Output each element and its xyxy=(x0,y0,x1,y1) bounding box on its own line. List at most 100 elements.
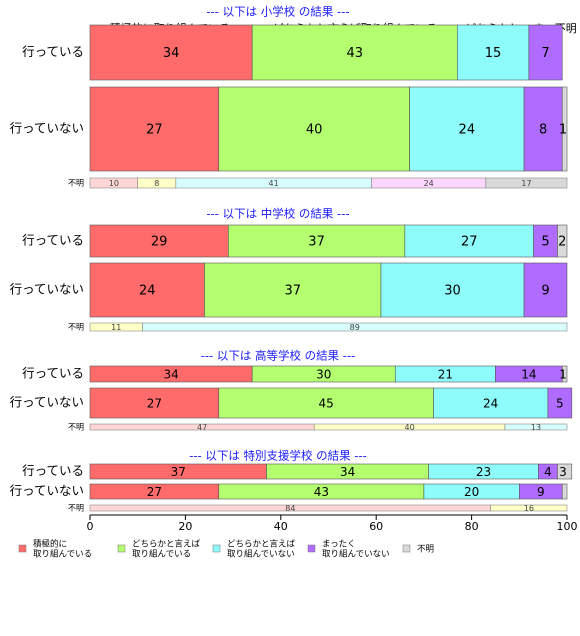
panel-title: --- 以下は 中学校 の結果 --- xyxy=(206,207,349,221)
data-label: 5 xyxy=(556,397,564,411)
data-label: 3 xyxy=(559,465,567,479)
panel-title: --- 以下は 高等学校 の結果 --- xyxy=(201,349,356,363)
unknown-row-label: 不明 xyxy=(68,423,84,432)
bar-segment xyxy=(523,86,563,172)
bar-segment xyxy=(561,365,568,383)
unknown-bar-segment xyxy=(490,504,568,512)
data-label: 34 xyxy=(163,368,178,382)
unknown-data-label: 41 xyxy=(269,179,279,188)
unknown-data-label: 16 xyxy=(524,504,534,513)
unknown-bar-segment xyxy=(504,423,568,431)
unknown-row-label: 不明 xyxy=(68,323,84,332)
data-label: 1 xyxy=(559,123,567,138)
unknown-bar-segment xyxy=(142,322,568,332)
bar-segment xyxy=(89,387,220,419)
row-label: 行っていない xyxy=(10,121,84,136)
bar-segment xyxy=(528,24,563,81)
data-label: 43 xyxy=(346,46,363,61)
legend-label: 取り組んでいない xyxy=(322,549,390,560)
bar-segment xyxy=(409,86,525,172)
data-label: 37 xyxy=(171,465,186,479)
unknown-data-label: 13 xyxy=(531,423,541,432)
unknown-data-label: 40 xyxy=(404,423,414,432)
bar-segment xyxy=(433,387,549,419)
legend-label: 取り組んでいる xyxy=(132,549,191,560)
unknown-bar-segment xyxy=(485,177,568,189)
legend-label: 取り組んでいない xyxy=(227,549,295,560)
data-label: 24 xyxy=(459,123,476,138)
bar-segment xyxy=(218,86,410,172)
row-label: 行っている xyxy=(22,366,84,381)
x-tick-label: 80 xyxy=(465,520,479,533)
data-label: 20 xyxy=(464,485,479,499)
row-label: 行っていない xyxy=(10,483,84,498)
bar-segment xyxy=(251,24,458,81)
bar-segment xyxy=(523,262,568,318)
x-tick-label: 40 xyxy=(274,520,288,533)
row-label: 行っていない xyxy=(10,282,84,297)
data-label: 14 xyxy=(521,368,536,382)
data-label: 29 xyxy=(151,235,168,250)
bar-segment xyxy=(204,262,382,318)
data-label: 27 xyxy=(147,485,162,499)
x-tick-label: 100 xyxy=(557,520,578,533)
panel-title: --- 以下は 特別支援学校 の結果 --- xyxy=(189,449,367,463)
data-label: 40 xyxy=(306,123,323,138)
data-label: 34 xyxy=(163,46,180,61)
data-label: 27 xyxy=(461,235,478,250)
data-label: 7 xyxy=(541,46,549,61)
unknown-data-label: 17 xyxy=(521,179,531,188)
unknown-data-label: 11 xyxy=(111,323,121,332)
bar-segment xyxy=(228,224,406,258)
legend-label: どちらかと言えば xyxy=(227,539,296,550)
data-label: 4 xyxy=(544,465,552,479)
legend-label: どちらかと言えば xyxy=(132,539,201,550)
data-label: 15 xyxy=(485,46,502,61)
data-label: 37 xyxy=(284,284,301,299)
data-label: 9 xyxy=(537,485,545,499)
row-label: 行っている xyxy=(22,463,84,478)
bar-segment xyxy=(89,224,229,258)
x-tick-label: 20 xyxy=(178,520,192,533)
bar-segment xyxy=(561,86,568,172)
bar-segment xyxy=(456,24,530,81)
bar-segment xyxy=(380,262,525,318)
legend-swatch xyxy=(402,544,411,553)
data-label: 27 xyxy=(146,123,163,138)
data-label: 34 xyxy=(340,465,355,479)
bar-segment xyxy=(404,224,534,258)
panel-title: --- 以下は 小学校 の結果 --- xyxy=(206,5,349,19)
data-label: 27 xyxy=(147,397,162,411)
legend-label: まったく xyxy=(322,540,356,550)
data-label: 45 xyxy=(318,397,333,411)
bar-segment xyxy=(89,86,220,172)
x-tick-label: 60 xyxy=(369,520,383,533)
unknown-data-label: 84 xyxy=(285,504,295,513)
legend-swatch xyxy=(117,544,126,553)
unknown-data-label: 10 xyxy=(109,179,119,188)
legend-label: 積極的に xyxy=(33,539,67,550)
row-label: 行っている xyxy=(22,233,84,248)
data-label: 1 xyxy=(559,368,567,382)
data-label: 21 xyxy=(438,368,453,382)
bar-segment xyxy=(547,387,573,419)
data-label: 43 xyxy=(314,485,329,499)
x-tick-label: 0 xyxy=(87,520,94,533)
data-label: 5 xyxy=(541,235,549,250)
data-label: 30 xyxy=(444,284,461,299)
row-label: 行っていない xyxy=(10,395,84,410)
bar-segment xyxy=(557,463,573,480)
data-label: 24 xyxy=(139,284,156,299)
bar-segment xyxy=(89,262,205,318)
legend-label: 不明 xyxy=(417,545,434,555)
data-label: 8 xyxy=(539,123,547,138)
legend-label: 取り組んでいる xyxy=(33,549,92,560)
row-label: 行っている xyxy=(22,44,84,59)
bar-segment xyxy=(218,387,434,419)
unknown-row-label: 不明 xyxy=(68,504,84,513)
data-label: 23 xyxy=(476,465,491,479)
data-label: 24 xyxy=(483,397,498,411)
data-label: 9 xyxy=(541,284,549,299)
bar-segment xyxy=(561,483,568,500)
